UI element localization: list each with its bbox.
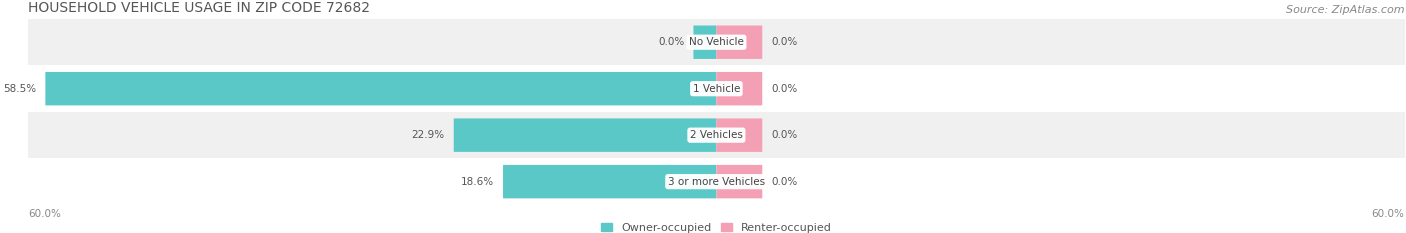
Text: 0.0%: 0.0% — [772, 177, 797, 187]
Bar — [28, 112, 1405, 158]
Text: 3 or more Vehicles: 3 or more Vehicles — [668, 177, 765, 187]
Text: 58.5%: 58.5% — [3, 84, 37, 94]
Text: 60.0%: 60.0% — [28, 209, 60, 219]
Bar — [28, 65, 1405, 112]
FancyBboxPatch shape — [717, 25, 762, 59]
Text: 0.0%: 0.0% — [658, 37, 685, 47]
Text: 1 Vehicle: 1 Vehicle — [693, 84, 740, 94]
Text: 18.6%: 18.6% — [461, 177, 494, 187]
Bar — [28, 19, 1405, 65]
Text: 22.9%: 22.9% — [412, 130, 444, 140]
FancyBboxPatch shape — [717, 72, 762, 105]
FancyBboxPatch shape — [717, 118, 762, 152]
Text: HOUSEHOLD VEHICLE USAGE IN ZIP CODE 72682: HOUSEHOLD VEHICLE USAGE IN ZIP CODE 7268… — [28, 1, 370, 15]
FancyBboxPatch shape — [503, 165, 717, 198]
Text: No Vehicle: No Vehicle — [689, 37, 744, 47]
FancyBboxPatch shape — [693, 25, 717, 59]
FancyBboxPatch shape — [45, 72, 717, 105]
Text: Source: ZipAtlas.com: Source: ZipAtlas.com — [1286, 5, 1405, 15]
Text: 0.0%: 0.0% — [772, 37, 797, 47]
Bar — [28, 158, 1405, 205]
FancyBboxPatch shape — [454, 118, 717, 152]
Text: 0.0%: 0.0% — [772, 84, 797, 94]
Text: 60.0%: 60.0% — [1372, 209, 1405, 219]
Text: 0.0%: 0.0% — [772, 130, 797, 140]
Text: 2 Vehicles: 2 Vehicles — [690, 130, 742, 140]
FancyBboxPatch shape — [717, 165, 762, 198]
Legend: Owner-occupied, Renter-occupied: Owner-occupied, Renter-occupied — [602, 223, 831, 233]
